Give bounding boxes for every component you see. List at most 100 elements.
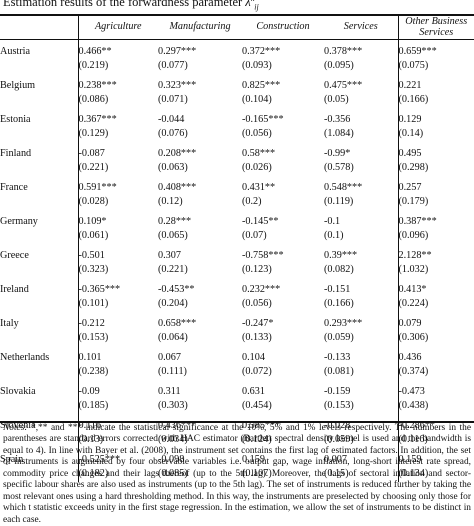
standard-error-cell: (0.063) xyxy=(158,161,188,173)
notes-label: Notes: xyxy=(3,423,28,433)
table-caption: Estimation results of the forwardness pa… xyxy=(3,0,259,12)
country-spacer xyxy=(0,194,79,210)
standard-error-cell: (0.14) xyxy=(397,126,474,142)
standard-error-cell: (0.104) xyxy=(242,93,272,105)
standard-error-cell: (0.221) xyxy=(78,161,109,173)
country-spacer xyxy=(0,364,79,380)
country-spacer xyxy=(0,92,79,108)
country-spacer xyxy=(0,262,79,278)
standard-error-cell: (0.179) xyxy=(397,194,474,210)
table-row: (0.221) (0.063) (0.026) (0.578) (0.298) xyxy=(0,160,474,176)
standard-error-cell: (0.221) xyxy=(158,263,188,275)
coefficient-cell: -0.525*** xyxy=(78,454,121,465)
bottom-rule xyxy=(0,421,474,423)
table-row: Belgium 0.238*** 0.323*** 0.825*** 0.475*** 0… xyxy=(0,74,474,93)
standard-error-cell: (0.076) xyxy=(158,127,188,139)
coefficient-cell: -0.286** xyxy=(397,414,474,433)
coefficient-cell: 0.079 xyxy=(397,312,474,331)
coefficient-cell: 0.323*** xyxy=(158,80,197,91)
coefficient-cell: 0.232*** xyxy=(242,284,281,295)
standard-error-cell: (0.182) xyxy=(78,467,109,479)
standard-error-cell: (0.05) xyxy=(324,93,349,105)
country-name: France xyxy=(0,176,79,195)
standard-error-cell: (0.438) xyxy=(397,398,474,414)
standard-error-cell: (0.082) xyxy=(324,263,354,275)
coefficient-cell: -0.133 xyxy=(324,352,351,363)
coefficient-cell: -0.09 xyxy=(78,386,100,397)
standard-error-cell: (0.064) xyxy=(158,331,188,343)
standard-error-cell: (0.101) xyxy=(78,297,109,309)
coefficient-cell: 0.436 xyxy=(397,346,474,365)
coefficient-cell: 0.39*** xyxy=(324,250,358,261)
coefficient-cell: -0.758*** xyxy=(242,250,284,261)
standard-error-cell: (0.323) xyxy=(78,263,109,275)
standard-error-cell: (0.224) xyxy=(397,296,474,312)
standard-error-cell: (0.2) xyxy=(242,195,262,207)
standard-error-cell: (0.072) xyxy=(242,365,272,377)
country-spacer xyxy=(0,296,79,312)
country-name: Belgium xyxy=(0,74,79,93)
coefficient-cell: -0.453** xyxy=(158,284,195,295)
coefficient-cell: 0.311 xyxy=(158,386,181,397)
coefficient-cell: -0.365*** xyxy=(78,284,121,295)
table-row: (0.323) (0.221) (0.123) (0.082) (1.032) xyxy=(0,262,474,278)
table-row: (0.101) (0.204) (0.056) (0.166) (0.224) xyxy=(0,296,474,312)
coefficient-cell: 0.387*** xyxy=(397,210,474,229)
caption-text: Estimation results of the forwardness pa… xyxy=(3,0,246,10)
standard-error-cell: (0.124) xyxy=(242,433,272,445)
coefficient-cell: -0.212 xyxy=(78,318,105,329)
header-agriculture: Agriculture xyxy=(78,14,158,40)
coefficient-cell: -0.1 xyxy=(324,216,341,227)
header-manufacturing: Manufacturing xyxy=(158,14,242,40)
standard-error-cell: (1.084) xyxy=(324,127,354,139)
coefficient-cell: 0.495 xyxy=(397,142,474,161)
country-name: Ireland xyxy=(0,278,79,297)
table-row: (0.219) (0.077) (0.093) (0.095) (0.075) xyxy=(0,58,474,74)
standard-error-cell: (0.081) xyxy=(324,365,354,377)
standard-error-cell: (0.306) xyxy=(397,330,474,346)
standard-error-cell: (0.077) xyxy=(158,59,188,71)
standard-error-cell: (0.12) xyxy=(158,195,183,207)
table-row: (0.153) (0.064) (0.133) (0.059) (0.306) xyxy=(0,330,474,346)
coefficient-cell: 0.007 xyxy=(324,454,347,465)
table-notes: Notes: *,** and *** indicate the statist… xyxy=(3,423,471,526)
standard-error-cell: (0.303) xyxy=(158,399,188,411)
standard-error-cell: (0.071) xyxy=(158,93,188,105)
table-row: Ireland -0.365*** -0.453** 0.232*** -0.151 0.… xyxy=(0,278,474,297)
standard-error-cell: (0.298) xyxy=(397,160,474,176)
standard-error-cell: (0.1) xyxy=(324,229,344,241)
coefficient-cell: 0.367*** xyxy=(78,114,117,125)
standard-error-cell: (0.059) xyxy=(324,331,354,343)
coefficient-cell: 0.658*** xyxy=(158,318,197,329)
coefficient-cell: 0.58*** xyxy=(242,148,276,159)
standard-error-cell: (0.153) xyxy=(324,399,354,411)
country-spacer xyxy=(0,228,79,244)
coefficient-cell: -0.044 xyxy=(158,114,185,125)
standard-error-cell: (0.166) xyxy=(324,297,354,309)
standard-error-cell: (1.032) xyxy=(397,262,474,278)
table-row: Netherlands 0.101 0.067 0.104 -0.133 0.436 xyxy=(0,346,474,365)
coefficient-cell: -0.165*** xyxy=(242,114,284,125)
country-spacer xyxy=(0,432,79,448)
table-body: Austria 0.466** 0.297*** 0.372*** 0.378*** 0.… xyxy=(0,39,474,482)
standard-error-cell: (0.107) xyxy=(242,467,272,479)
coefficient-cell: 0.431** xyxy=(242,182,276,193)
coefficient-cell: 0.116 xyxy=(78,420,102,431)
coefficient-cell: 0.159 xyxy=(397,448,474,467)
country-spacer xyxy=(0,160,79,176)
coefficient-cell: -0.145** xyxy=(242,216,279,227)
standard-error-cell: (0.129) xyxy=(78,127,109,139)
coefficient-cell: 0.221 xyxy=(397,74,474,93)
coefficient-cell: 0.101 xyxy=(78,352,102,363)
table-row: (0.13) (0.034) (0.124) (0.059) (0.116) xyxy=(0,432,474,448)
standard-error-cell: (0.075) xyxy=(397,58,474,74)
standard-error-cell: (0.056) xyxy=(242,127,272,139)
coefficient-cell: 0.257 xyxy=(397,176,474,195)
table-row: Slovenia 0.116 0.436*** 0.585*** -0.028 -0.28… xyxy=(0,414,474,433)
coefficient-cell: -0.087 xyxy=(78,148,105,159)
coefficient-cell: 0.591*** xyxy=(78,182,117,193)
country-spacer xyxy=(0,58,79,74)
coefficient-cell: 0.109* xyxy=(78,216,107,227)
standard-error-cell: (0.374) xyxy=(397,364,474,380)
standard-error-cell: (0.119) xyxy=(324,195,354,207)
